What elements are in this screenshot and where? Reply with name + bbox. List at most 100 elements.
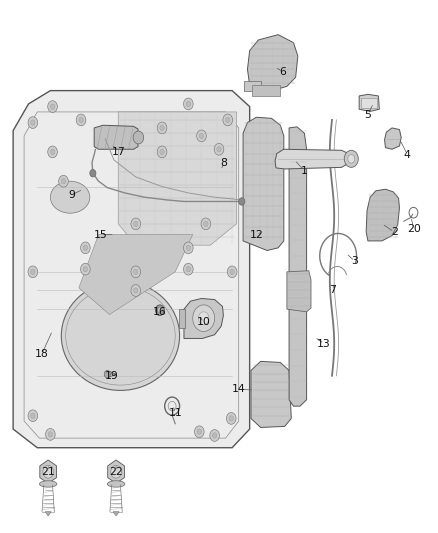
Text: 1: 1 [301, 166, 308, 175]
Circle shape [43, 465, 53, 478]
Polygon shape [184, 298, 223, 338]
Circle shape [111, 465, 121, 478]
Circle shape [83, 245, 88, 251]
Ellipse shape [107, 481, 125, 487]
Circle shape [131, 285, 141, 296]
Polygon shape [40, 460, 57, 483]
Circle shape [197, 429, 201, 434]
Circle shape [76, 114, 86, 126]
Circle shape [131, 266, 141, 278]
Text: 22: 22 [109, 467, 123, 477]
Ellipse shape [39, 481, 57, 487]
Text: 10: 10 [197, 318, 211, 327]
Text: 5: 5 [364, 110, 371, 119]
Ellipse shape [61, 281, 180, 390]
Circle shape [90, 169, 96, 177]
Circle shape [197, 130, 206, 142]
Polygon shape [94, 125, 138, 149]
Circle shape [193, 305, 215, 332]
Circle shape [160, 149, 164, 155]
Circle shape [155, 305, 164, 316]
Circle shape [348, 155, 355, 163]
Circle shape [104, 370, 110, 378]
Polygon shape [247, 35, 298, 90]
Circle shape [230, 269, 234, 274]
Circle shape [157, 146, 167, 158]
Circle shape [217, 147, 221, 152]
Circle shape [344, 150, 358, 167]
Text: 9: 9 [69, 190, 76, 199]
Text: 2: 2 [391, 227, 398, 237]
Circle shape [81, 242, 90, 254]
Polygon shape [252, 85, 280, 96]
Text: 19: 19 [105, 371, 119, 381]
Text: 15: 15 [94, 230, 108, 239]
Text: 3: 3 [351, 256, 358, 266]
Circle shape [201, 218, 211, 230]
Circle shape [157, 122, 167, 134]
Polygon shape [275, 149, 350, 169]
Ellipse shape [50, 181, 90, 213]
Polygon shape [108, 460, 124, 483]
Text: 13: 13 [317, 339, 331, 349]
Circle shape [28, 117, 38, 128]
Text: 11: 11 [168, 408, 182, 418]
Circle shape [204, 221, 208, 227]
Text: 8: 8 [220, 158, 227, 167]
Circle shape [186, 245, 191, 251]
Polygon shape [243, 117, 284, 251]
Circle shape [131, 218, 141, 230]
Text: 20: 20 [407, 224, 421, 234]
Circle shape [81, 263, 90, 275]
Polygon shape [13, 91, 250, 448]
Circle shape [226, 413, 236, 424]
Text: 21: 21 [41, 467, 55, 477]
Circle shape [158, 308, 162, 313]
Polygon shape [289, 127, 307, 406]
Polygon shape [385, 128, 401, 149]
Circle shape [160, 125, 164, 131]
Polygon shape [244, 81, 261, 91]
Circle shape [239, 198, 245, 205]
Polygon shape [251, 361, 291, 427]
Circle shape [184, 263, 193, 275]
Circle shape [223, 114, 233, 126]
Circle shape [28, 410, 38, 422]
Circle shape [198, 312, 209, 325]
Circle shape [48, 101, 57, 112]
Circle shape [210, 430, 219, 441]
Text: 18: 18 [35, 350, 49, 359]
Circle shape [184, 98, 193, 110]
Circle shape [46, 429, 55, 440]
Circle shape [229, 416, 233, 421]
Circle shape [134, 288, 138, 293]
Polygon shape [359, 94, 379, 111]
Polygon shape [287, 271, 311, 312]
Circle shape [194, 426, 204, 438]
Bar [179, 309, 185, 328]
Circle shape [212, 433, 217, 438]
Circle shape [61, 179, 66, 184]
Text: 16: 16 [153, 307, 167, 317]
Circle shape [226, 117, 230, 123]
Text: 6: 6 [279, 67, 286, 77]
Circle shape [184, 242, 193, 254]
Circle shape [134, 269, 138, 274]
Circle shape [48, 146, 57, 158]
Text: 7: 7 [329, 286, 336, 295]
Circle shape [31, 269, 35, 274]
Circle shape [79, 117, 83, 123]
Circle shape [186, 101, 191, 107]
Circle shape [31, 120, 35, 125]
Text: 17: 17 [111, 147, 125, 157]
Polygon shape [366, 189, 399, 241]
Text: 14: 14 [232, 384, 246, 394]
Text: 4: 4 [404, 150, 411, 159]
Text: 12: 12 [249, 230, 263, 239]
Polygon shape [79, 235, 193, 314]
Circle shape [59, 175, 68, 187]
Circle shape [48, 432, 53, 437]
Circle shape [28, 266, 38, 278]
Circle shape [133, 131, 144, 144]
Circle shape [50, 104, 55, 109]
